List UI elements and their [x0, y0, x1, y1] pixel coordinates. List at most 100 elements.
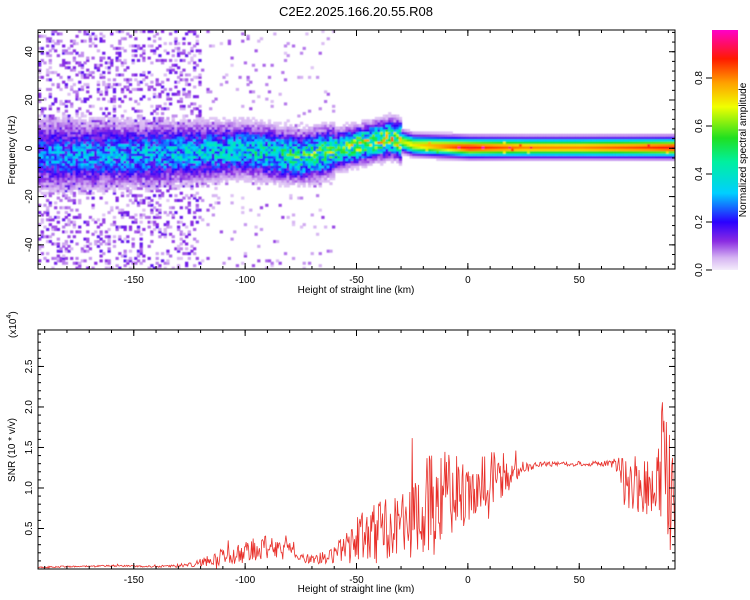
- heatmap-cell: [160, 165, 165, 169]
- heatmap-cell: [107, 240, 111, 244]
- heatmap-cell: [110, 119, 114, 123]
- heatmap-cell: [211, 157, 215, 161]
- heatmap-cell: [99, 189, 103, 193]
- heatmap-cell: [78, 54, 82, 58]
- heatmap-cell: [275, 153, 280, 157]
- heatmap-cell: [193, 61, 197, 65]
- heatmap-cell: [396, 143, 400, 147]
- heatmap-cell: [249, 165, 253, 169]
- heatmap-cell: [112, 160, 117, 164]
- heatmap-cell: [390, 143, 395, 147]
- heatmap-cell: [99, 196, 103, 200]
- heatmap-cell: [227, 39, 232, 43]
- heatmap-cell: [86, 170, 90, 174]
- heatmap-cell: [353, 157, 357, 161]
- heatmap-cell: [257, 170, 261, 174]
- heatmap-cell: [48, 116, 52, 120]
- heatmap-cell: [281, 143, 285, 147]
- heatmap-cell: [340, 160, 344, 164]
- heatmap-cell: [382, 128, 387, 132]
- heatmap-cell: [75, 170, 79, 174]
- heatmap-cell: [289, 165, 293, 169]
- heatmap-cell: [131, 128, 135, 132]
- heatmap-cell: [94, 157, 98, 161]
- heatmap-cell: [315, 167, 320, 171]
- heatmap-cell: [38, 157, 42, 161]
- heatmap-cell: [128, 256, 133, 260]
- heatmap-cell: [246, 148, 250, 152]
- heatmap-cell: [326, 145, 330, 149]
- heatmap-cell: [393, 119, 397, 123]
- heatmap-cell: [46, 51, 50, 55]
- heatmap-cell: [342, 145, 346, 149]
- heatmap-cell: [222, 145, 226, 149]
- heatmap-cell: [409, 150, 413, 154]
- heatmap-cell: [230, 148, 234, 152]
- heatmap-cell: [166, 97, 170, 101]
- heatmap-cell: [70, 182, 74, 186]
- heatmap-cell: [46, 235, 50, 239]
- heatmap-cell: [321, 121, 325, 125]
- heatmap-cell: [46, 155, 50, 159]
- heatmap-cell: [80, 186, 85, 190]
- heatmap-cell: [366, 157, 371, 161]
- heatmap-cell: [163, 126, 167, 130]
- heatmap-cell: [131, 201, 135, 205]
- heatmap-cell: [227, 143, 232, 147]
- heatmap-cell: [238, 155, 242, 159]
- heatmap-cell: [249, 148, 253, 152]
- heatmap-cell: [86, 73, 90, 77]
- heatmap-cell: [211, 172, 215, 176]
- heatmap-cell: [321, 141, 325, 145]
- heatmap-cell: [142, 254, 146, 258]
- heatmap-cell: [139, 30, 143, 34]
- heatmap-cells: [38, 30, 675, 269]
- heatmap-cell: [396, 153, 400, 157]
- heatmap-cell: [99, 165, 103, 169]
- heatmap-cell: [96, 184, 101, 188]
- heatmap-cell: [152, 227, 157, 231]
- heatmap-cell: [313, 141, 317, 145]
- heatmap-cell: [51, 143, 55, 147]
- heatmap-cell: [257, 124, 261, 128]
- heatmap-cell: [249, 90, 253, 94]
- heatmap-cell: [326, 155, 330, 159]
- heatmap-cell: [313, 136, 317, 140]
- heatmap-cell: [417, 143, 421, 147]
- heatmap-cell: [257, 136, 261, 140]
- heatmap-cell: [110, 162, 114, 166]
- heatmap-cell: [155, 46, 159, 50]
- heatmap-cell: [147, 179, 151, 183]
- heatmap-cell: [278, 160, 282, 164]
- heatmap-cell: [254, 131, 258, 135]
- heatmap-cell: [257, 160, 261, 164]
- heatmap-cell: [214, 116, 218, 120]
- heatmap-cell: [329, 160, 333, 164]
- heatmap-cell: [80, 128, 85, 132]
- heatmap-cell: [152, 157, 157, 161]
- heatmap-cell: [315, 155, 320, 159]
- heatmap-cell: [396, 114, 400, 118]
- heatmap-cell: [139, 124, 143, 128]
- heatmap-cell: [40, 150, 44, 154]
- heatmap-cell: [174, 42, 178, 46]
- heatmap-cell: [110, 184, 114, 188]
- heatmap-cell: [75, 242, 79, 246]
- heatmap-cell: [257, 177, 261, 181]
- heatmap-cell: [219, 128, 224, 132]
- heatmap-cell: [307, 141, 312, 145]
- heatmap-cell: [449, 150, 453, 154]
- heatmap-cell: [428, 153, 432, 157]
- heatmap-cell: [291, 213, 296, 217]
- heatmap-cell: [67, 46, 71, 50]
- heatmap-cell: [104, 150, 109, 154]
- heatmap-cell: [176, 128, 181, 132]
- heatmap-cell: [56, 256, 60, 260]
- heatmap-cell: [80, 112, 85, 116]
- heatmap-cell: [262, 177, 266, 181]
- heatmap-cell: [134, 230, 138, 234]
- heatmap-cell: [43, 97, 47, 101]
- heatmap-cell: [278, 170, 282, 174]
- heatmap-cell: [297, 148, 301, 152]
- heatmap-cell: [313, 174, 317, 178]
